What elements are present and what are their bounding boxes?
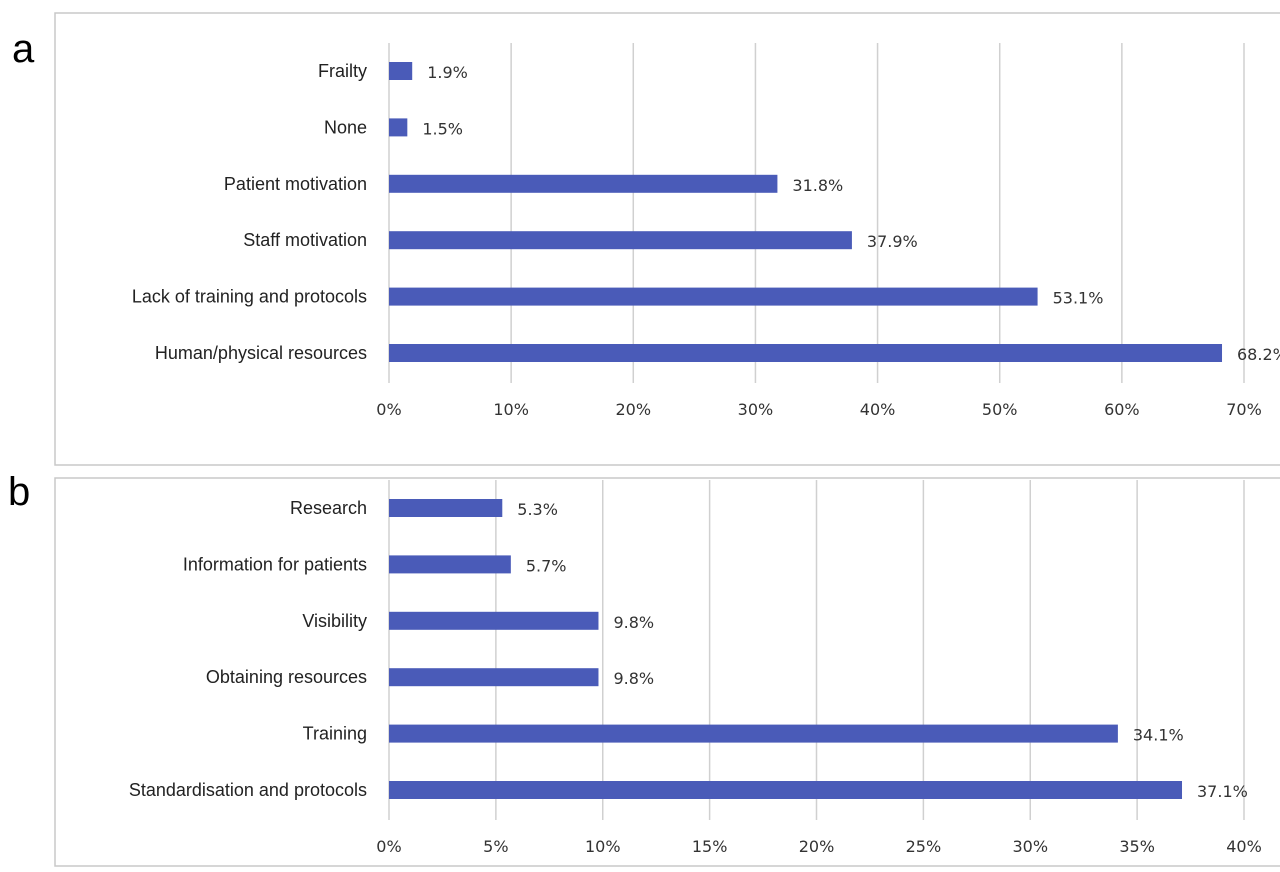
panel-b-category-label: Research [290, 498, 367, 518]
panel-a-category-label: None [324, 117, 367, 137]
panel-a-frame [54, 12, 1280, 466]
panel-a-x-tick-label: 30% [738, 400, 774, 419]
panel-b-x-tick-label: 15% [692, 837, 728, 856]
panel-a-x-tick-label: 50% [982, 400, 1018, 419]
panel-b-category-label: Standardisation and protocols [129, 780, 367, 800]
panel-b-frame [54, 477, 1280, 867]
panel-a-bar [389, 231, 852, 250]
panel-a-value-label: 68.2% [1237, 345, 1280, 364]
panel-b-value-label: 34.1% [1133, 726, 1184, 745]
panel-a-value-label: 1.5% [422, 119, 463, 138]
panel-b-value-label: 37.1% [1197, 782, 1248, 801]
panel-b-category-label: Obtaining resources [206, 667, 367, 687]
panel-a-category-label: Lack of training and protocols [132, 287, 367, 307]
panel-b-category-label: Training [303, 724, 367, 744]
panel-a-value-label: 37.9% [867, 232, 918, 251]
panel-a-bar [389, 118, 408, 137]
panel-b-category-label: Information for patients [183, 554, 367, 574]
panel-a-x-tick-label: 60% [1104, 400, 1140, 419]
panel-b-x-tick-label: 40% [1226, 837, 1262, 856]
panel-b-bar [389, 499, 503, 517]
panel-b-x-tick-label: 35% [1119, 837, 1155, 856]
panel-b-x-tick-label: 0% [376, 837, 401, 856]
panel-a-bar [389, 344, 1223, 362]
panel-a-value-label: 1.9% [427, 63, 468, 82]
panel-a-x-tick-label: 10% [493, 400, 529, 419]
panel-b-x-tick-label: 20% [799, 837, 835, 856]
panel-b-bar [389, 555, 511, 574]
panel-a-value-label: 53.1% [1053, 289, 1104, 308]
panel-a-value-label: 31.8% [792, 176, 843, 195]
panel-b-value-label: 9.8% [613, 669, 654, 688]
panel-b-value-label: 9.8% [613, 613, 654, 632]
panel-a-bar [389, 174, 778, 193]
panel-b-x-tick-label: 30% [1012, 837, 1048, 856]
panel-a-category-label: Frailty [318, 61, 367, 81]
panel-b-bar [389, 611, 599, 630]
panel-b-x-tick-label: 5% [483, 837, 508, 856]
panel-b-x-tick-label: 10% [585, 837, 621, 856]
panel-a-x-tick-label: 40% [860, 400, 896, 419]
panel-a-category-label: Staff motivation [243, 230, 367, 250]
panel-a-letter: a [12, 27, 35, 71]
panel-b-x-tick-label: 25% [906, 837, 942, 856]
panel-a-bar [389, 287, 1038, 306]
panel-b-category-label: Visibility [302, 611, 367, 631]
panel-b-bar [389, 781, 1183, 799]
panel-a-x-tick-label: 70% [1226, 400, 1262, 419]
panel-b-bar [389, 668, 599, 687]
panel-a-x-tick-label: 0% [376, 400, 401, 419]
panel-a-bar [389, 62, 413, 80]
panel-b-value-label: 5.3% [517, 500, 558, 519]
panel-b-bar [389, 724, 1118, 743]
panel-a-category-label: Patient motivation [224, 174, 367, 194]
panel-a-category-label: Human/physical resources [155, 343, 367, 363]
panel-a-x-tick-label: 20% [616, 400, 652, 419]
panel-b-value-label: 5.7% [526, 556, 567, 575]
panel-b-letter: b [8, 470, 30, 514]
